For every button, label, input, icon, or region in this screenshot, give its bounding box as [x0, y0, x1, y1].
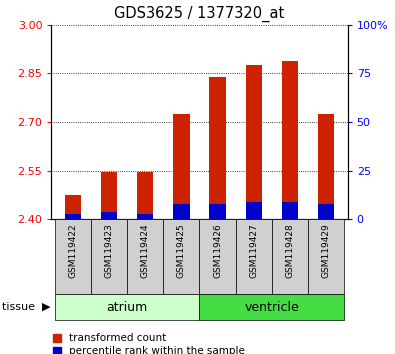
Bar	[65, 214, 81, 219]
Bar	[209, 204, 226, 219]
Bar	[101, 172, 117, 219]
Text: GSM119428: GSM119428	[285, 223, 294, 278]
Text: GSM119424: GSM119424	[141, 223, 150, 278]
FancyBboxPatch shape	[272, 219, 308, 294]
Legend: transformed count, percentile rank within the sample: transformed count, percentile rank withi…	[49, 329, 250, 354]
Bar	[318, 204, 334, 219]
FancyBboxPatch shape	[235, 219, 272, 294]
FancyBboxPatch shape	[91, 219, 127, 294]
Text: GSM119427: GSM119427	[249, 223, 258, 278]
Bar	[246, 65, 262, 219]
FancyBboxPatch shape	[308, 219, 344, 294]
Bar	[101, 212, 117, 219]
Text: GSM119422: GSM119422	[68, 223, 77, 278]
FancyBboxPatch shape	[55, 219, 91, 294]
Bar	[173, 114, 190, 219]
Text: tissue  ▶: tissue ▶	[2, 302, 51, 312]
Text: ventricle: ventricle	[245, 301, 299, 314]
Bar	[137, 214, 153, 219]
Bar	[137, 172, 153, 219]
FancyBboxPatch shape	[199, 219, 235, 294]
Bar	[282, 202, 298, 219]
FancyBboxPatch shape	[164, 219, 199, 294]
FancyBboxPatch shape	[199, 294, 344, 320]
Bar	[282, 61, 298, 219]
Text: GSM119423: GSM119423	[105, 223, 114, 278]
Bar	[246, 202, 262, 219]
Bar	[318, 114, 334, 219]
FancyBboxPatch shape	[127, 219, 164, 294]
Title: GDS3625 / 1377320_at: GDS3625 / 1377320_at	[114, 6, 285, 22]
Text: atrium: atrium	[107, 301, 148, 314]
Bar	[65, 195, 81, 219]
Text: GSM119429: GSM119429	[322, 223, 331, 278]
Bar	[173, 204, 190, 219]
Text: GSM119426: GSM119426	[213, 223, 222, 278]
Text: GSM119425: GSM119425	[177, 223, 186, 278]
FancyBboxPatch shape	[55, 294, 199, 320]
Bar	[209, 77, 226, 219]
